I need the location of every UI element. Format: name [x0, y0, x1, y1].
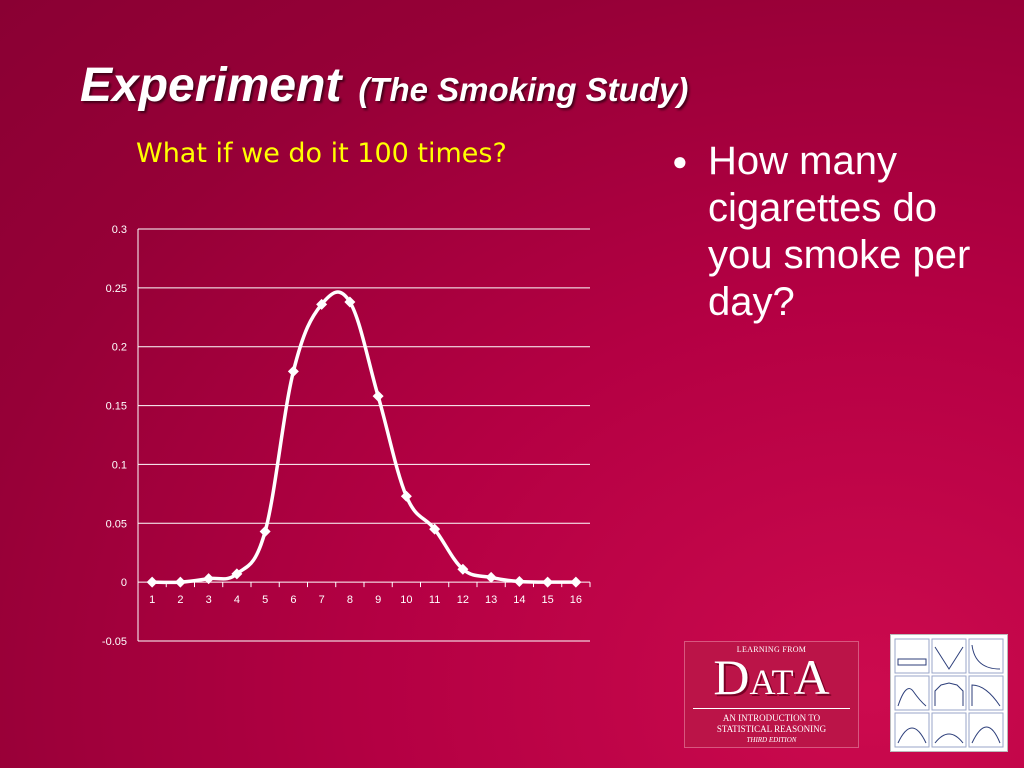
data-point-marker — [316, 298, 328, 310]
data-point-marker — [513, 576, 525, 588]
x-tick-label: 6 — [290, 594, 296, 606]
logo-subtitle-2: STATISTICAL REASONING — [716, 724, 827, 734]
x-tick-label: 2 — [177, 594, 183, 606]
data-point-marker — [457, 563, 469, 575]
chart-title: What if we do it 100 times? — [136, 138, 507, 169]
y-tick-label: 0 — [121, 577, 127, 589]
logo-top-text: LEARNING FROM — [736, 645, 807, 654]
slide-title-main: Experiment — [80, 59, 342, 112]
thumbnail-grid-icon — [894, 638, 1004, 748]
bullet-item: ● How many cigarettes do you smoke per d… — [672, 138, 992, 326]
x-tick-label: 4 — [234, 594, 240, 606]
logo-letter-3: T — [771, 662, 794, 702]
x-tick-label: 10 — [400, 594, 412, 606]
data-point-marker — [485, 571, 497, 583]
chart-thumbnails-image — [890, 634, 1008, 752]
logo-edition: THIRD EDITION — [746, 736, 797, 744]
bullet-marker: ● — [672, 146, 688, 176]
y-tick-label: 0.2 — [112, 342, 127, 354]
logo-letter-4: A — [793, 649, 830, 705]
data-point-marker — [542, 576, 554, 588]
data-point-marker — [372, 390, 384, 402]
data-point-marker — [259, 526, 271, 538]
y-tick-label: 0.15 — [106, 401, 127, 413]
data-point-marker — [344, 296, 356, 308]
y-tick-label: 0.25 — [106, 283, 127, 295]
x-tick-label: 11 — [429, 594, 440, 606]
slide-title-sub: (The Smoking Study) — [358, 71, 689, 108]
logo-word: DATA — [685, 647, 858, 712]
x-tick-label: 8 — [347, 594, 353, 606]
data-point-marker — [287, 365, 299, 377]
x-tick-label: 7 — [319, 594, 325, 606]
logo-divider — [693, 708, 850, 709]
y-tick-label: 0.1 — [112, 459, 127, 471]
data-point-marker — [174, 576, 186, 588]
data-point-marker — [429, 523, 441, 535]
book-logo: LEARNING FROM DATA AN INTRODUCTION TO ST… — [684, 641, 859, 748]
data-point-marker — [400, 490, 412, 502]
x-tick-label: 15 — [542, 594, 554, 606]
series-line — [152, 290, 576, 585]
logo-letter-2: A — [749, 662, 772, 702]
data-point-marker — [570, 576, 582, 588]
x-tick-label: 12 — [457, 594, 469, 606]
data-point-marker — [146, 576, 158, 588]
slide-title: Experiment (The Smoking Study) — [80, 58, 688, 113]
y-tick-label: 0.3 — [112, 224, 127, 236]
data-point-marker — [231, 568, 243, 580]
data-point-marker — [203, 573, 215, 585]
x-tick-label: 3 — [206, 594, 212, 606]
x-tick-label: 1 — [149, 594, 155, 606]
x-tick-label: 13 — [485, 594, 497, 606]
bullet-text: How many cigarettes do you smoke per day… — [708, 139, 971, 324]
x-tick-label: 16 — [570, 594, 582, 606]
x-tick-label: 14 — [513, 594, 525, 606]
y-tick-label: -0.05 — [102, 636, 127, 648]
x-tick-label: 9 — [375, 594, 381, 606]
logo-subtitle-1: AN INTRODUCTION TO — [722, 713, 821, 723]
x-tick-label: 5 — [262, 594, 268, 606]
logo-letter-1: D — [713, 649, 750, 705]
y-tick-label: 0.05 — [106, 518, 127, 530]
